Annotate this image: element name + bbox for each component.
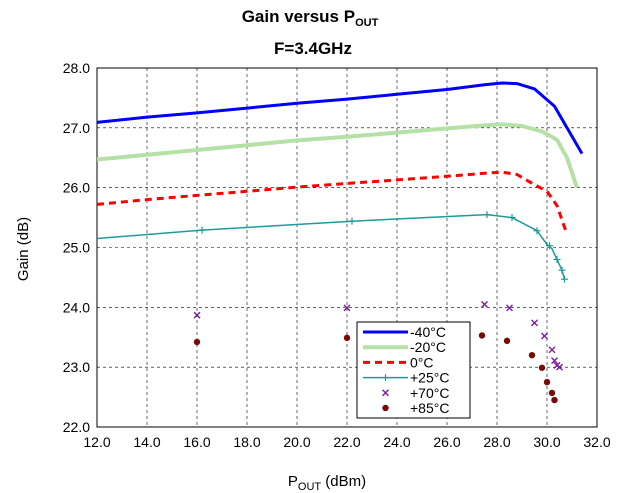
series-line [96,122,579,189]
y-tick-label: 23.0 [63,359,90,375]
x-marker [382,389,389,397]
x-tick-label: 32.0 [583,434,610,450]
series-line [96,81,584,155]
legend-entry: +25°C [363,370,449,386]
legend-label: +85°C [410,400,449,416]
plus-marker [198,226,206,234]
series-layer [96,81,584,404]
x-marker [548,346,556,354]
y-axis-label: Gain (dB) [15,217,32,281]
y-tick-label: 26.0 [63,180,90,196]
x-marker [343,304,351,312]
legend-entry: -40°C [363,324,446,340]
series-line [96,170,569,235]
plus-marker [483,211,491,219]
y-tick-label: 22.0 [63,419,90,435]
x-tick-label: 22.0 [333,434,360,450]
grid-lines [97,68,597,427]
legend-label: -40°C [410,324,446,340]
x-marker [541,332,548,340]
dot-marker [343,334,351,342]
x-tick-label: 26.0 [433,434,460,450]
y-tick-label: 28.0 [63,60,90,76]
chart-subtitle: F=3.4GHz [274,39,352,58]
dot-marker [382,404,389,412]
x-tick-label: 28.0 [483,434,510,450]
dot-marker [548,389,556,397]
x-marker [193,311,201,319]
dot-marker [543,378,551,386]
legend-label: -20°C [410,339,446,355]
legend: -40°C-20°C0°C+25°C+70°C+85°C [356,321,471,419]
plus-marker [546,242,553,250]
dot-marker [478,332,486,339]
x-tick-label: 20.0 [283,434,310,450]
plus-marker [533,227,541,235]
chart-title: Gain versus POUT [242,7,379,29]
x-tick-label: 18.0 [233,434,260,450]
legend-entry: +85°C [382,400,449,416]
series-line [96,213,566,280]
legend-label: +25°C [410,370,449,386]
dot-marker [528,352,536,359]
dot-marker [503,337,511,345]
x-axis-ticks: 12.0 14.0 16.0 18.0 20.0 22.0 24.0 26.0 28.0 30.0… [83,434,610,450]
y-tick-label: 25.0 [63,240,90,256]
x-axis-label: POUT (dBm) [288,473,366,493]
legend-entry: -20°C [363,339,446,355]
plot-area-border [96,67,598,428]
plus-marker [382,374,389,382]
series-3 [96,211,568,283]
y-tick-label: 24.0 [63,299,90,315]
x-marker [556,363,563,371]
x-marker [506,304,513,312]
dot-marker [551,396,558,404]
series-5 [193,332,558,404]
plus-marker [348,217,356,225]
series-2 [96,170,569,235]
x-tick-label: 14.0 [133,434,160,450]
legend-label: +70°C [410,385,449,401]
x-marker [551,357,558,365]
x-marker [481,300,488,308]
x-tick-label: 12.0 [83,434,110,450]
legend-label: 0°C [410,354,434,370]
plus-marker [553,255,561,263]
plus-marker [561,275,568,283]
series-0 [96,81,584,155]
y-tick-label: 27.0 [63,120,90,136]
plus-marker [508,214,516,222]
x-tick-label: 30.0 [533,434,560,450]
x-marker [531,319,538,327]
series-1 [96,122,579,189]
plus-marker [558,266,566,274]
y-axis-ticks: 22.0 23.0 24.0 25.0 26.0 27.0 28.0 [63,60,90,435]
legend-entry: 0°C [363,354,434,370]
series-4 [193,300,563,371]
legend-box [356,321,471,419]
dot-marker [193,338,201,346]
dot-marker [538,364,546,371]
x-tick-label: 24.0 [383,434,410,450]
legend-entry: +70°C [382,385,449,401]
x-tick-label: 16.0 [183,434,210,450]
